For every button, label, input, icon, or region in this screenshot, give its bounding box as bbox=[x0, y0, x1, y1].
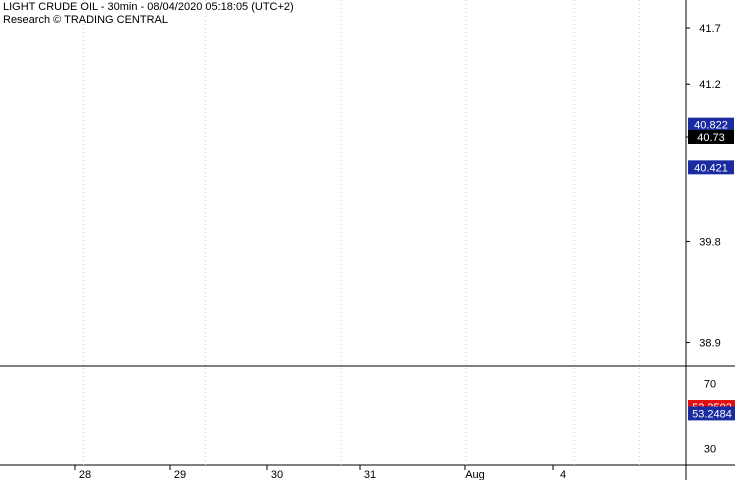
y-tick-label: 41.2 bbox=[699, 79, 720, 91]
y-tick-label: 39.8 bbox=[699, 236, 720, 248]
rsi-value-label: 53.2484 bbox=[692, 408, 732, 420]
price-label: 40.421 bbox=[694, 162, 728, 174]
rsi-y-tick-label: 70 bbox=[704, 378, 716, 390]
chart-subtitle: Research © TRADING CENTRAL bbox=[3, 14, 168, 26]
y-tick-label: 41.7 bbox=[699, 23, 720, 35]
x-tick-label: 29 bbox=[174, 469, 186, 480]
price-label-box bbox=[688, 117, 734, 132]
price-label: 40.73 bbox=[697, 132, 725, 144]
price-label-box bbox=[688, 160, 734, 175]
rsi-value-box bbox=[688, 406, 735, 421]
y-tick-label: 38.9 bbox=[699, 338, 720, 350]
x-tick-label: Aug bbox=[465, 469, 485, 480]
x-tick-label: 4 bbox=[560, 469, 566, 480]
chart-title: LIGHT CRUDE OIL - 30min - 08/04/2020 05:… bbox=[3, 1, 294, 13]
price-label: 40.822 bbox=[694, 120, 728, 132]
x-tick-label: 28 bbox=[79, 469, 91, 480]
x-tick-label: 30 bbox=[271, 469, 283, 480]
rsi-y-tick-label: 30 bbox=[704, 444, 716, 456]
x-tick-label: 31 bbox=[364, 469, 376, 480]
price-label-box bbox=[688, 130, 734, 145]
